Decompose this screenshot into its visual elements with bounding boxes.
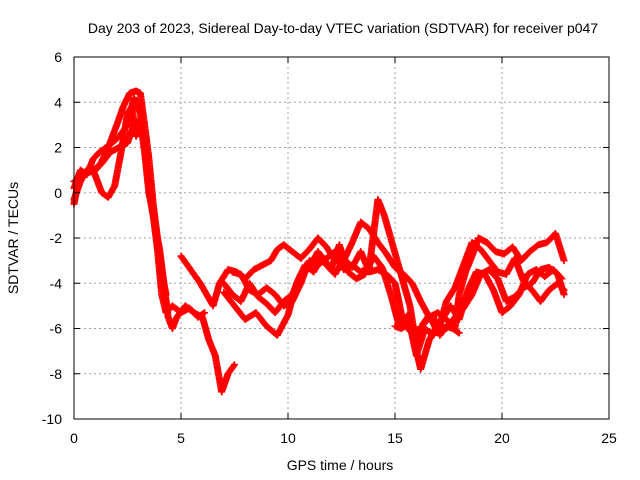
data-point bbox=[559, 285, 567, 293]
data-point bbox=[558, 275, 566, 283]
x-tick-label: 15 bbox=[387, 430, 403, 446]
grid-layer bbox=[74, 57, 609, 419]
x-tick-label: 0 bbox=[70, 430, 78, 446]
data-point bbox=[199, 310, 207, 318]
data-point bbox=[557, 274, 565, 282]
y-tick-label: -4 bbox=[50, 275, 63, 291]
data-point bbox=[162, 291, 170, 299]
data-point bbox=[455, 329, 463, 337]
y-tick-label: 0 bbox=[54, 185, 62, 201]
y-tick-label: -8 bbox=[50, 366, 63, 382]
data-point bbox=[560, 286, 568, 294]
data-point bbox=[230, 362, 238, 370]
chart-title: Day 203 of 2023, Sidereal Day-to-day VTE… bbox=[88, 20, 598, 36]
x-tick-label: 5 bbox=[177, 430, 185, 446]
x-tick-label: 25 bbox=[601, 430, 617, 446]
data-point bbox=[454, 328, 462, 336]
y-tick-label: -10 bbox=[42, 411, 62, 427]
y-axis-label: SDTVAR / TECUs bbox=[5, 182, 21, 294]
y-tick-label: 2 bbox=[54, 140, 62, 156]
points-layer bbox=[70, 87, 568, 396]
x-tick-label: 10 bbox=[280, 430, 296, 446]
series-track-i bbox=[391, 313, 463, 339]
data-point bbox=[201, 309, 209, 317]
y-tick-label: 6 bbox=[54, 49, 62, 65]
y-tick-label: -2 bbox=[50, 230, 63, 246]
data-point bbox=[141, 139, 149, 147]
y-tick-label: 4 bbox=[54, 94, 62, 110]
x-tick-label: 20 bbox=[494, 430, 510, 446]
y-tick-label: -6 bbox=[50, 321, 63, 337]
data-point bbox=[231, 361, 238, 369]
x-axis-label: GPS time / hours bbox=[287, 457, 394, 473]
data-point bbox=[560, 257, 568, 265]
